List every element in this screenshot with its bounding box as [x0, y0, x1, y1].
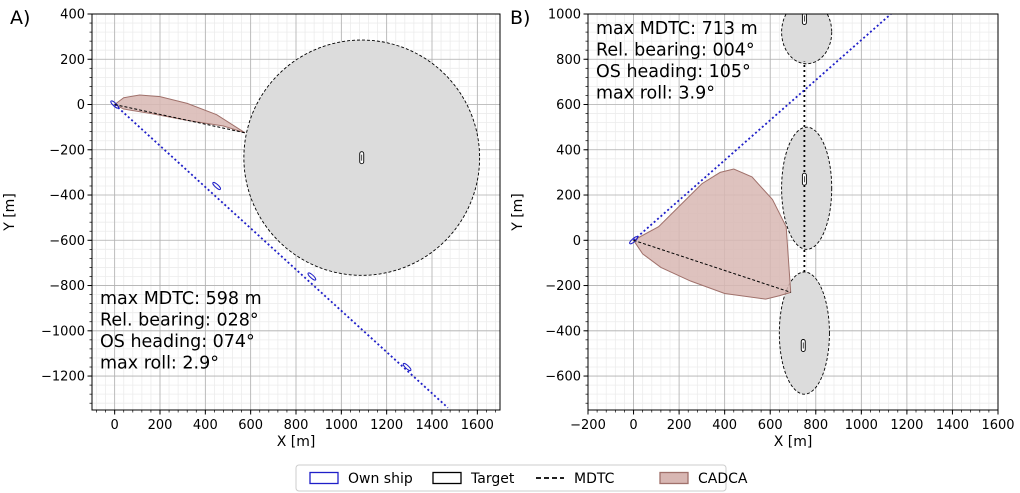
- x-tick-label: 400: [712, 418, 737, 433]
- legend-box: [295, 464, 727, 492]
- x-tick-label: 200: [667, 418, 692, 433]
- y-tick-label: 200: [60, 53, 85, 68]
- x-tick-label: 800: [803, 418, 828, 433]
- legend-label: CADCA: [698, 471, 748, 487]
- panel-a: 0 200 400 600 800 1000 1200 1400 1600 400 200 0 −200…: [2, 7, 501, 450]
- cadca-region: [632, 168, 792, 300]
- y-tick-label: 800: [556, 53, 581, 68]
- mdtc-line: [114, 104, 246, 134]
- y-tick-label: −200: [545, 279, 581, 294]
- axes-frame: [587, 13, 999, 411]
- annotation-line: max roll: 2.9°: [100, 354, 219, 374]
- y-axis-label: Y [m]: [2, 193, 18, 232]
- legend-label: Own ship: [348, 471, 413, 487]
- y-tick-label: −200: [49, 143, 85, 158]
- x-tick-label: 1600: [461, 418, 494, 433]
- own-ship-marker: [212, 181, 222, 191]
- x-tick-label: 800: [284, 418, 309, 433]
- plot-area: [629, 14, 892, 395]
- panel-label: A): [10, 7, 30, 29]
- x-tick-label: 1400: [415, 418, 448, 433]
- panel-label: B): [510, 7, 530, 29]
- x-tick-label: 1200: [890, 418, 923, 433]
- mdtc-line: [633, 239, 791, 293]
- annotation-line: max MDTC: 713 m: [596, 19, 758, 39]
- minor-ticks: [89, 13, 496, 413]
- target-domain: [781, 14, 833, 65]
- x-tick-label: 400: [193, 418, 218, 433]
- y-tick-label: −400: [49, 189, 85, 204]
- own-ship-track: [114, 103, 449, 409]
- legend-swatch: [432, 471, 462, 485]
- own-ship-marker: [629, 236, 638, 245]
- x-tick-label: 600: [238, 418, 263, 433]
- y-tick-label: 400: [60, 8, 85, 23]
- x-tick-label: −200: [570, 418, 606, 433]
- own-ship-marker: [307, 272, 317, 281]
- plot-area: [110, 39, 481, 409]
- x-axis-label: X [m]: [774, 434, 813, 450]
- y-tick-label: 400: [556, 143, 581, 158]
- x-tick-label: 1400: [936, 418, 969, 433]
- legend-label: Target: [470, 471, 515, 487]
- annotation-line: Rel. bearing: 004°: [596, 41, 755, 61]
- x-tick-label: 1000: [325, 418, 358, 433]
- x-tick-label: 1000: [845, 418, 878, 433]
- legend-swatch: [659, 471, 689, 485]
- y-tick-label: −600: [545, 370, 581, 385]
- y-tick-label: 200: [556, 189, 581, 204]
- x-tick-label: 1600: [981, 418, 1014, 433]
- annotation-line: OS heading: 074°: [100, 332, 255, 352]
- y-tick-label: −1000: [41, 324, 85, 339]
- legend: Own ship Target MDTC CADCA: [295, 464, 748, 492]
- y-tick-label: 0: [573, 234, 581, 249]
- x-tick-label: 0: [111, 418, 119, 433]
- y-tick-label: −400: [545, 324, 581, 339]
- y-axis-label: Y [m]: [510, 193, 526, 232]
- y-tick-label: 0: [77, 98, 85, 113]
- annotation-line: Rel. bearing: 028°: [100, 311, 259, 331]
- own-ship-marker: [110, 100, 120, 109]
- panel-b: −200 0 200 400 600 800 1000 1200 1400 1600 1000 800…: [510, 7, 1015, 450]
- annotation-line: max MDTC: 598 m: [100, 289, 262, 309]
- y-tick-label: −600: [49, 234, 85, 249]
- y-tick-label: −1200: [41, 370, 85, 385]
- annotation-line: max roll: 3.9°: [596, 84, 715, 104]
- x-tick-label: 200: [148, 418, 173, 433]
- annotation-line: OS heading: 105°: [596, 62, 751, 82]
- own-ship-track: [632, 14, 892, 241]
- target-domain: [781, 126, 833, 250]
- legend-label: MDTC: [574, 471, 615, 487]
- y-tick-label: 600: [556, 98, 581, 113]
- legend-swatch: [309, 471, 339, 485]
- x-axis-label: X [m]: [277, 434, 316, 450]
- x-tick-label: 1200: [370, 418, 403, 433]
- cadca-region: [113, 94, 246, 134]
- y-tick-label: 1000: [548, 8, 581, 23]
- x-tick-label: 0: [629, 418, 637, 433]
- x-tick-label: 600: [758, 418, 783, 433]
- y-tick-label: −800: [49, 279, 85, 294]
- own-ship-marker: [402, 362, 412, 372]
